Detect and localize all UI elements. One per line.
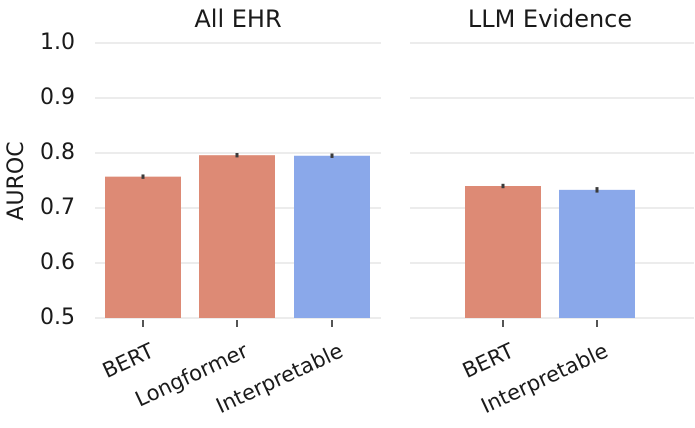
bar-interpretable [559, 189, 635, 318]
y-axis-label: AUROC [4, 141, 29, 220]
y-tick-label: 0.8 [40, 140, 75, 165]
bar-bert [105, 176, 181, 318]
y-tick-label: 0.9 [40, 85, 75, 110]
bar-interpretable [294, 155, 370, 318]
bar-bert [465, 186, 541, 318]
y-tick-label: 0.5 [40, 305, 75, 330]
x-tick-label: BERT [99, 338, 158, 382]
bar-longformer [199, 155, 275, 318]
y-tick-label: 0.7 [40, 195, 75, 220]
y-tick-label: 0.6 [40, 250, 75, 275]
y-tick-label: 1.0 [40, 30, 75, 55]
x-tick-label: BERT [459, 338, 518, 382]
panel-title: LLM Evidence [468, 5, 632, 33]
panel-title: All EHR [194, 5, 281, 33]
